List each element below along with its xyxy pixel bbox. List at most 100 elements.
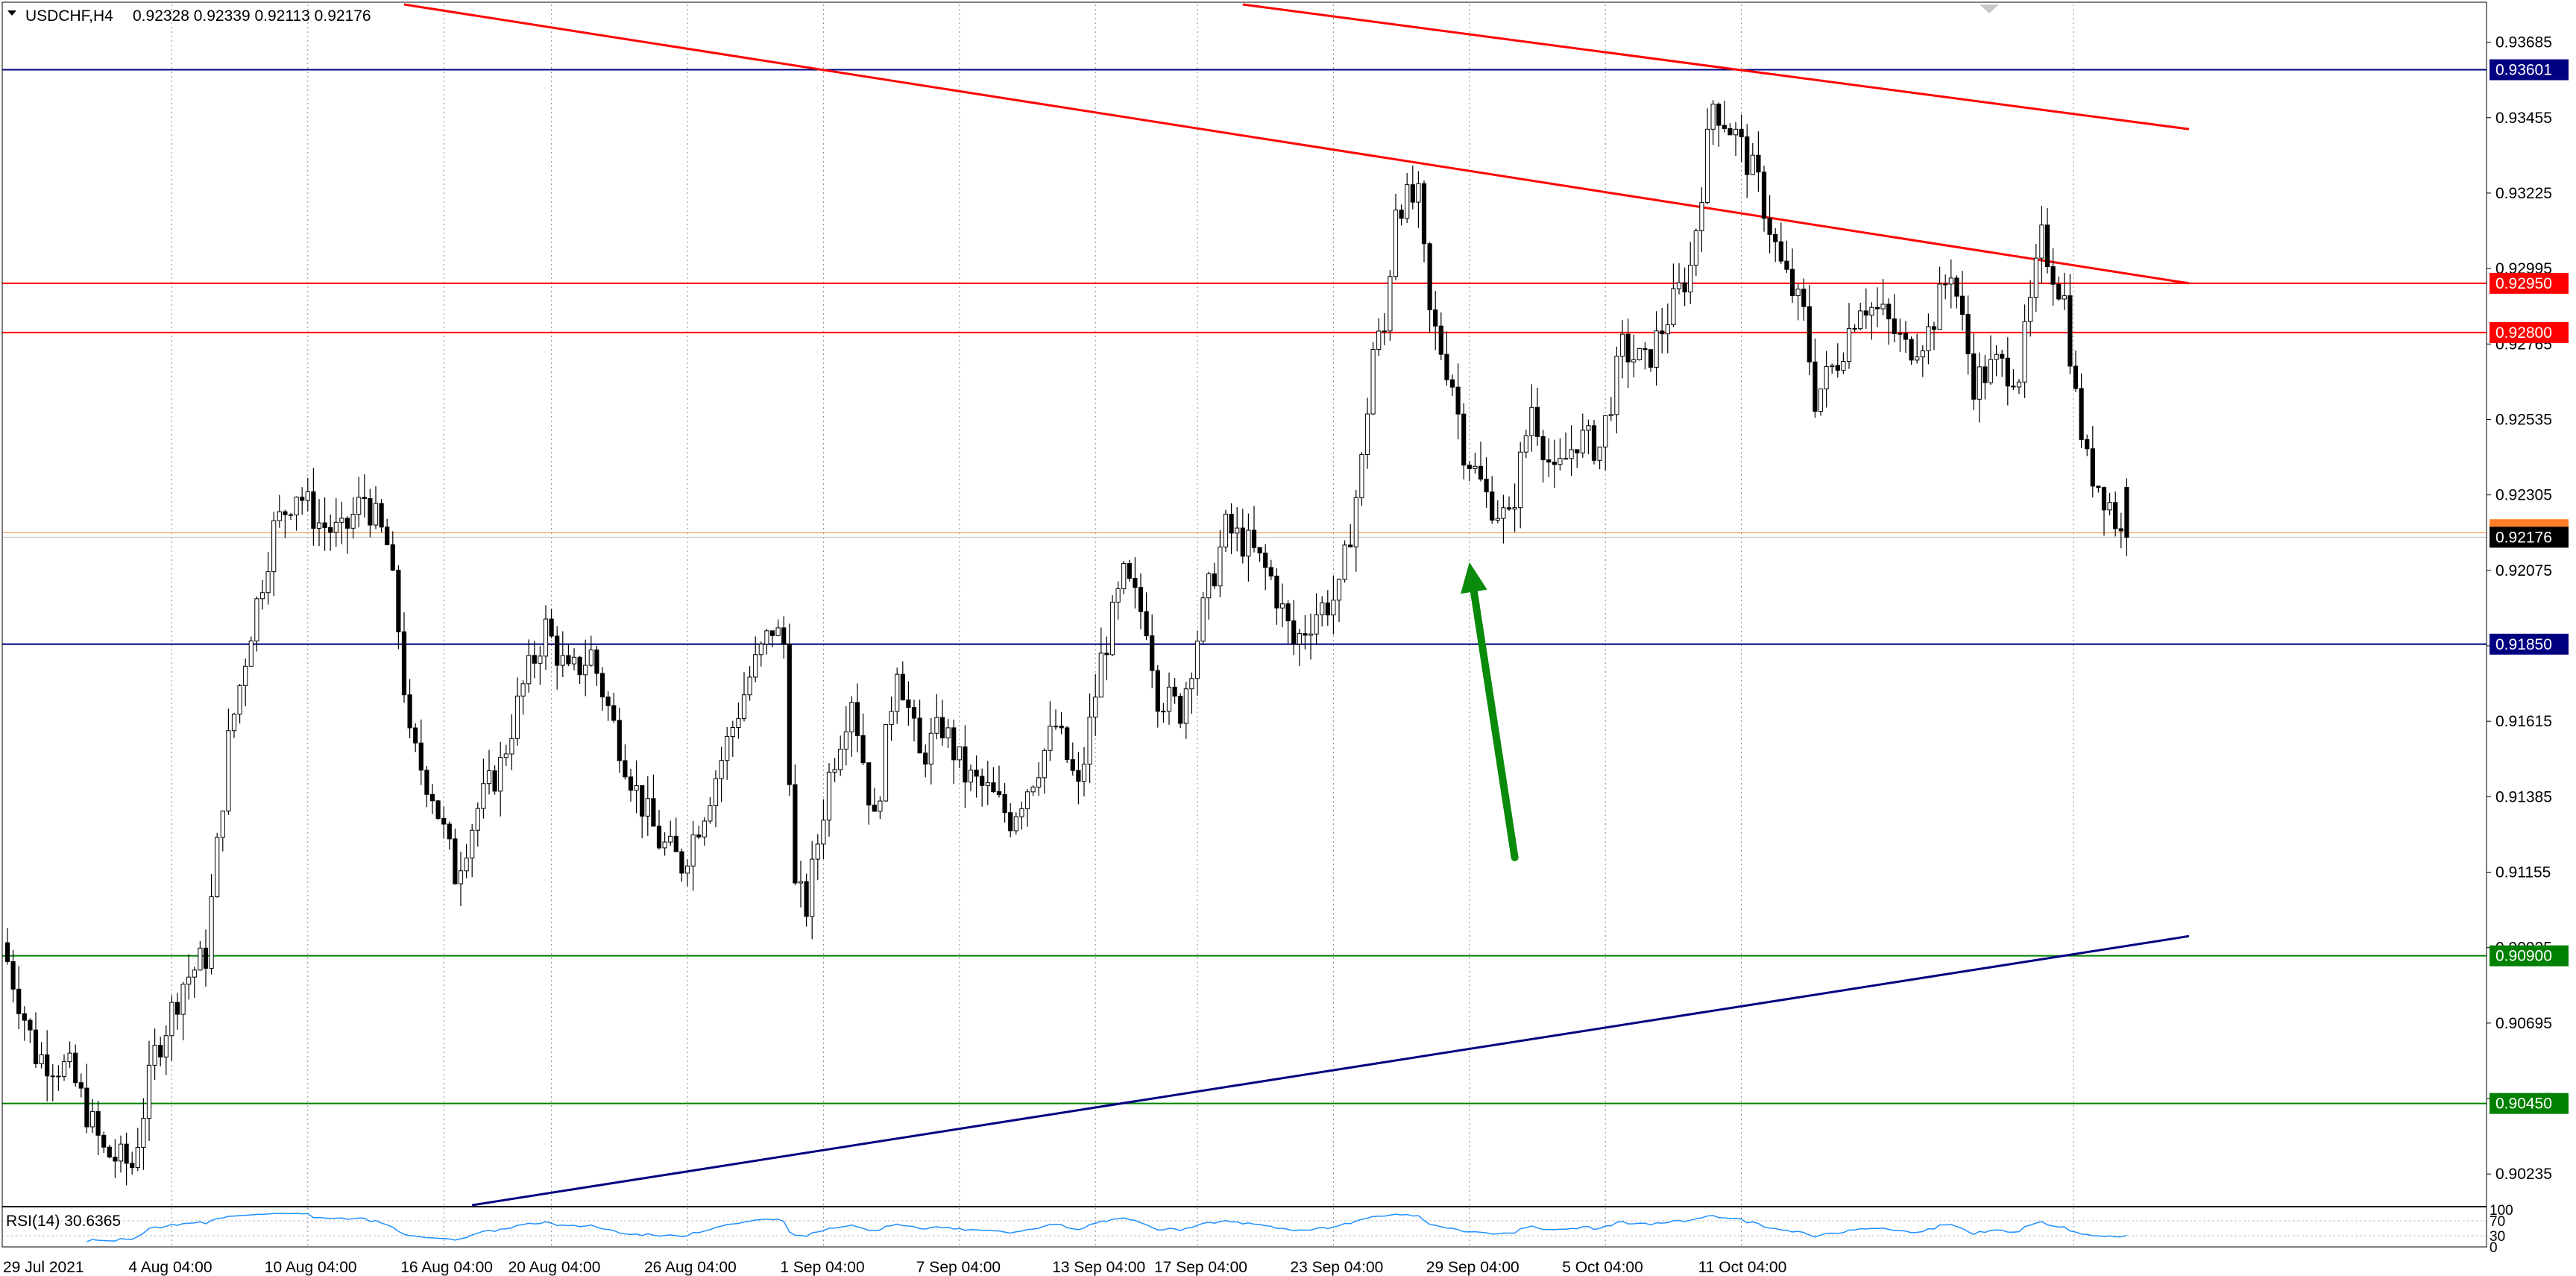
candle-body xyxy=(2073,365,2079,389)
candle-body xyxy=(810,858,815,917)
candle-body xyxy=(974,770,979,777)
candle-body xyxy=(328,527,333,533)
candle-body xyxy=(283,511,288,515)
candle-body xyxy=(424,770,429,795)
shift-marker-icon xyxy=(1980,4,1999,13)
candle-body xyxy=(555,635,560,666)
candle-body xyxy=(294,497,299,515)
candle-body xyxy=(1915,356,1920,361)
candle-body xyxy=(605,697,611,706)
candle-body xyxy=(2079,388,2084,440)
candle-body xyxy=(1745,136,1750,175)
level-badge-label: 0.92800 xyxy=(2495,324,2552,342)
candle-body xyxy=(1490,491,1495,521)
candle-body xyxy=(1988,359,1994,383)
candle-body xyxy=(243,665,248,686)
candle-body xyxy=(872,804,877,812)
candle-body xyxy=(996,791,1002,795)
candle-body xyxy=(373,503,379,526)
candle-body xyxy=(339,518,344,523)
candle-body xyxy=(1874,307,1880,309)
candle-body xyxy=(1444,353,1449,380)
time-axis-label: 20 Aug 04:00 xyxy=(508,1259,601,1276)
candle-body xyxy=(130,1163,135,1169)
candle-body xyxy=(679,851,684,874)
candle-body xyxy=(775,627,781,636)
candle-body xyxy=(4,942,10,962)
level-badge xyxy=(2490,633,2569,655)
candle-body xyxy=(2090,448,2095,487)
candle-body xyxy=(1614,356,1619,415)
candle-body xyxy=(1268,567,1273,576)
time-axis-label: 5 Oct 04:00 xyxy=(1562,1259,1643,1276)
candle-body xyxy=(1161,711,1166,713)
price-axis-label: 0.93455 xyxy=(2495,110,2552,127)
candle-body xyxy=(1789,268,1795,297)
candle-body xyxy=(1473,465,1478,469)
candle-body xyxy=(248,640,253,667)
candle-body xyxy=(594,649,599,674)
candle-body xyxy=(1172,686,1177,697)
candle-body xyxy=(1733,128,1739,136)
chevron-down-icon[interactable] xyxy=(7,10,16,16)
candle-body xyxy=(1240,527,1245,557)
candle-body xyxy=(396,570,401,632)
candle-body xyxy=(1303,633,1308,636)
candle-body xyxy=(186,976,192,985)
level-badge xyxy=(2490,945,2569,967)
horizontal-levels xyxy=(2,69,2487,1104)
candle-body xyxy=(435,800,441,819)
annotation-arrow xyxy=(1461,562,1519,861)
candle-body xyxy=(1065,727,1070,761)
candle-body xyxy=(1257,547,1262,553)
candle-body xyxy=(2039,224,2044,259)
candle-body xyxy=(1098,653,1103,698)
candle-body xyxy=(305,491,310,501)
candle-body xyxy=(1977,366,1982,400)
plot-border xyxy=(1,1,2487,1248)
candle-body xyxy=(1036,777,1042,788)
candle-body xyxy=(951,727,957,761)
candle-body xyxy=(640,785,645,817)
candle-body xyxy=(1586,425,1591,431)
candle-body xyxy=(163,1035,169,1057)
candle-body xyxy=(1212,573,1217,587)
rsi-axis-label: 100 xyxy=(2490,1203,2513,1219)
candle-body xyxy=(84,1087,89,1128)
candle-body xyxy=(441,817,447,825)
candle-body xyxy=(158,1045,163,1057)
candle-body xyxy=(1722,125,1727,129)
candle-body xyxy=(300,497,305,501)
price-axis-label: 0.91155 xyxy=(2495,864,2551,881)
candle-body xyxy=(385,527,390,545)
candle-body xyxy=(532,655,537,664)
price-axis-label: 0.91615 xyxy=(2495,713,2552,730)
candle-body xyxy=(1660,330,1665,335)
candle-body xyxy=(1053,726,1059,728)
candle-body xyxy=(2056,283,2062,300)
candle-body xyxy=(277,511,282,521)
candle-body xyxy=(152,1045,157,1066)
candle-body xyxy=(1756,154,1761,173)
candle-body xyxy=(1546,459,1552,463)
candle-body xyxy=(78,1082,84,1089)
candle-body xyxy=(911,707,917,719)
candle-body xyxy=(1835,365,1840,371)
candle-body xyxy=(645,798,650,817)
candle-body xyxy=(656,826,662,849)
price-axis-label: 0.90235 xyxy=(2495,1166,2552,1183)
candle-body xyxy=(475,808,480,831)
candle-body xyxy=(2118,528,2123,532)
candle-body xyxy=(1104,653,1109,656)
level-badge xyxy=(2490,59,2569,81)
candle-body xyxy=(45,1054,50,1077)
candle-body xyxy=(1523,435,1528,453)
candle-body xyxy=(265,571,271,594)
candle-body xyxy=(599,673,605,698)
candle-body xyxy=(917,717,922,754)
candle-body xyxy=(1342,544,1347,580)
candle-body xyxy=(1348,544,1353,547)
candle-body xyxy=(453,838,458,884)
candle-body xyxy=(73,1052,78,1084)
